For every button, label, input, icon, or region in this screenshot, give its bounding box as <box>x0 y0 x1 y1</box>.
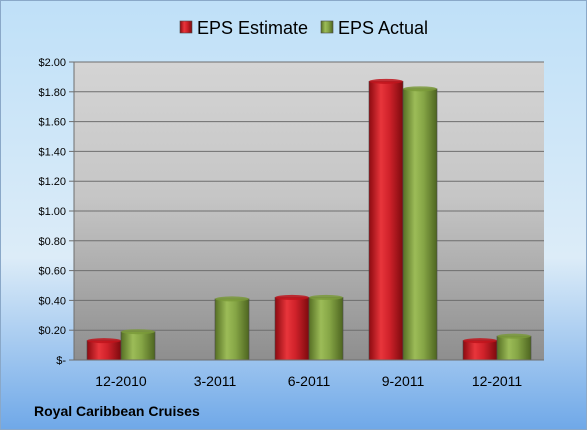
x-tick-label: 3-2011 <box>194 373 237 389</box>
bar-estimate-6-2011 <box>274 297 310 361</box>
bar-actual-9-2011 <box>402 88 438 361</box>
y-tick-label: $1.20 <box>38 176 66 188</box>
y-tick-label: $- <box>56 355 66 367</box>
bar-cap <box>463 338 497 344</box>
y-tick-label: $0.20 <box>38 325 66 337</box>
bar-actual-3-2011 <box>214 298 250 361</box>
x-tick-label: 12-2010 <box>95 373 147 389</box>
y-tick-label: $2.00 <box>38 57 66 69</box>
legend: EPS Estimate EPS Actual <box>179 18 428 38</box>
bar-estimate-12-2010 <box>86 340 122 361</box>
bar-cap <box>87 338 121 344</box>
bar-estimate-9-2011 <box>368 81 404 361</box>
y-tick-label: $0.60 <box>38 266 66 278</box>
bar-cap <box>215 296 249 302</box>
bar-cap <box>403 86 437 92</box>
bar-actual-12-2010 <box>120 331 156 361</box>
legend-swatch-actual <box>320 20 334 34</box>
bar-cap <box>309 294 343 300</box>
y-tick-label: $1.00 <box>38 206 66 218</box>
legend-label-actual: EPS Actual <box>338 18 428 38</box>
bar-cap <box>275 294 309 300</box>
x-tick-label: 6-2011 <box>288 373 331 389</box>
bar-actual-6-2011 <box>308 297 344 361</box>
bar-estimate-12-2011 <box>462 340 498 361</box>
y-tick-label: $0.80 <box>38 236 66 248</box>
y-axis: $- $0.20 $0.40 $0.60 $0.80 $1.00 $1.20 $1.40 $1.… <box>38 57 75 367</box>
x-tick-label: 12-2011 <box>472 373 523 389</box>
bars <box>86 78 532 361</box>
bar-cap <box>369 78 403 84</box>
x-axis: 12-2010 3-2011 6-2011 9-2011 12-2011 <box>74 359 544 389</box>
gridlines <box>74 61 544 361</box>
legend-label-estimate: EPS Estimate <box>197 18 308 38</box>
chart-caption: Royal Caribbean Cruises <box>34 403 200 419</box>
y-tick-label: $1.80 <box>38 87 66 99</box>
y-tick-label: $0.40 <box>38 295 66 307</box>
bar-cap <box>121 329 155 335</box>
x-tick-label: 9-2011 <box>382 373 425 389</box>
bar-cap <box>497 333 531 339</box>
legend-swatch-estimate <box>179 20 193 34</box>
bar-actual-12-2011 <box>496 335 532 361</box>
y-tick-label: $1.60 <box>38 117 66 129</box>
y-tick-label: $1.40 <box>38 146 66 158</box>
